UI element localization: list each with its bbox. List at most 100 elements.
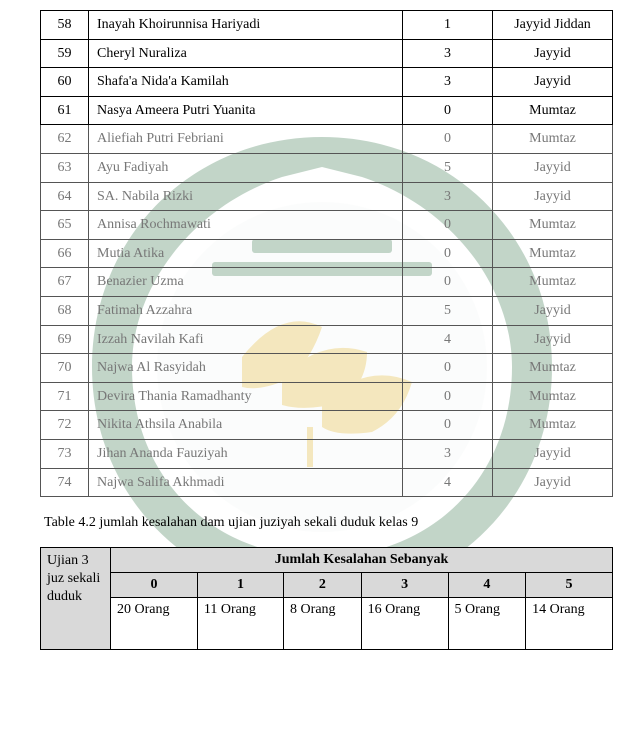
- summary-table: Ujian 3 juz sekali duduk Jumlah Kesalaha…: [40, 547, 613, 650]
- student-name: Inayah Khoirunnisa Hariyadi: [89, 11, 403, 40]
- row-number: 65: [41, 211, 89, 240]
- grade-cell: Mumtaz: [493, 211, 613, 240]
- row-number: 58: [41, 11, 89, 40]
- row-number: 72: [41, 411, 89, 440]
- students-table: 58Inayah Khoirunnisa Hariyadi1Jayyid Jid…: [40, 10, 613, 497]
- summary-value-cell: 16 Orang: [361, 598, 448, 650]
- table-row: 69Izzah Navilah Kafi4Jayyid: [41, 325, 613, 354]
- row-number: 71: [41, 382, 89, 411]
- table-row: 66Mutia Atika0Mumtaz: [41, 239, 613, 268]
- table-row: 71Devira Thania Ramadhanty0Mumtaz: [41, 382, 613, 411]
- student-name: Najwa Salifa Akhmadi: [89, 468, 403, 497]
- row-number: 64: [41, 182, 89, 211]
- score-cell: 3: [403, 439, 493, 468]
- summary-value-cell: 8 Orang: [284, 598, 362, 650]
- table-row: 65Annisa Rochmawati0Mumtaz: [41, 211, 613, 240]
- grade-cell: Jayyid: [493, 182, 613, 211]
- table-row: 73Jihan Ananda Fauziyah3Jayyid: [41, 439, 613, 468]
- row-number: 67: [41, 268, 89, 297]
- summary-col-header: 2: [284, 573, 362, 598]
- row-number: 74: [41, 468, 89, 497]
- row-number: 68: [41, 296, 89, 325]
- table-row: 60Shafa'a Nida'a Kamilah3Jayyid: [41, 68, 613, 97]
- grade-cell: Jayyid: [493, 153, 613, 182]
- score-cell: 4: [403, 325, 493, 354]
- table-row: 74Najwa Salifa Akhmadi4Jayyid: [41, 468, 613, 497]
- grade-cell: Mumtaz: [493, 411, 613, 440]
- score-cell: 0: [403, 239, 493, 268]
- table-row: 64SA. Nabila Rizki3Jayyid: [41, 182, 613, 211]
- summary-col-header: 1: [197, 573, 283, 598]
- summary-value-cell: 5 Orang: [448, 598, 526, 650]
- table-row: 67Benazier Uzma0Mumtaz: [41, 268, 613, 297]
- student-name: Izzah Navilah Kafi: [89, 325, 403, 354]
- summary-col-header: 5: [526, 573, 613, 598]
- table-row: 58Inayah Khoirunnisa Hariyadi1Jayyid Jid…: [41, 11, 613, 40]
- table-caption: Table 4.2 jumlah kesalahan dam ujian juz…: [40, 515, 613, 531]
- summary-value-cell: 20 Orang: [111, 598, 198, 650]
- score-cell: 0: [403, 96, 493, 125]
- summary-value-cell: 11 Orang: [197, 598, 283, 650]
- score-cell: 0: [403, 211, 493, 240]
- row-number: 61: [41, 96, 89, 125]
- grade-cell: Jayyid: [493, 68, 613, 97]
- table-row: 63Ayu Fadiyah5Jayyid: [41, 153, 613, 182]
- summary-col-header: 4: [448, 573, 526, 598]
- table-row: 62Aliefiah Putri Febriani0Mumtaz: [41, 125, 613, 154]
- table-row: 70Najwa Al Rasyidah0Mumtaz: [41, 354, 613, 383]
- score-cell: 0: [403, 354, 493, 383]
- grade-cell: Jayyid: [493, 439, 613, 468]
- student-name: Nasya Ameera Putri Yuanita: [89, 96, 403, 125]
- grade-cell: Jayyid: [493, 39, 613, 68]
- row-number: 63: [41, 153, 89, 182]
- grade-cell: Mumtaz: [493, 268, 613, 297]
- grade-cell: Jayyid: [493, 468, 613, 497]
- grade-cell: Jayyid: [493, 296, 613, 325]
- student-name: Najwa Al Rasyidah: [89, 354, 403, 383]
- summary-col-header: 0: [111, 573, 198, 598]
- row-number: 66: [41, 239, 89, 268]
- grade-cell: Mumtaz: [493, 354, 613, 383]
- summary-header-title: Jumlah Kesalahan Sebanyak: [111, 548, 613, 573]
- student-name: Benazier Uzma: [89, 268, 403, 297]
- student-name: Devira Thania Ramadhanty: [89, 382, 403, 411]
- score-cell: 0: [403, 382, 493, 411]
- row-number: 62: [41, 125, 89, 154]
- grade-cell: Jayyid Jiddan: [493, 11, 613, 40]
- student-name: Shafa'a Nida'a Kamilah: [89, 68, 403, 97]
- student-name: Ayu Fadiyah: [89, 153, 403, 182]
- score-cell: 5: [403, 296, 493, 325]
- student-name: Jihan Ananda Fauziyah: [89, 439, 403, 468]
- score-cell: 4: [403, 468, 493, 497]
- student-name: Nikita Athsila Anabila: [89, 411, 403, 440]
- student-name: Fatimah Azzahra: [89, 296, 403, 325]
- score-cell: 3: [403, 182, 493, 211]
- table-row: 72Nikita Athsila Anabila0Mumtaz: [41, 411, 613, 440]
- score-cell: 5: [403, 153, 493, 182]
- score-cell: 1: [403, 11, 493, 40]
- score-cell: 3: [403, 39, 493, 68]
- table-row: 59Cheryl Nuraliza3Jayyid: [41, 39, 613, 68]
- student-name: Mutia Atika: [89, 239, 403, 268]
- grade-cell: Mumtaz: [493, 96, 613, 125]
- student-name: Annisa Rochmawati: [89, 211, 403, 240]
- score-cell: 0: [403, 268, 493, 297]
- grade-cell: Mumtaz: [493, 239, 613, 268]
- score-cell: 0: [403, 411, 493, 440]
- page-content: 58Inayah Khoirunnisa Hariyadi1Jayyid Jid…: [0, 0, 643, 650]
- student-name: SA. Nabila Rizki: [89, 182, 403, 211]
- student-name: Cheryl Nuraliza: [89, 39, 403, 68]
- score-cell: 3: [403, 68, 493, 97]
- table-row: 68Fatimah Azzahra5Jayyid: [41, 296, 613, 325]
- row-number: 73: [41, 439, 89, 468]
- grade-cell: Mumtaz: [493, 382, 613, 411]
- student-name: Aliefiah Putri Febriani: [89, 125, 403, 154]
- row-number: 69: [41, 325, 89, 354]
- score-cell: 0: [403, 125, 493, 154]
- table-row: 61Nasya Ameera Putri Yuanita0Mumtaz: [41, 96, 613, 125]
- row-number: 70: [41, 354, 89, 383]
- summary-value-cell: 14 Orang: [526, 598, 613, 650]
- grade-cell: Jayyid: [493, 325, 613, 354]
- grade-cell: Mumtaz: [493, 125, 613, 154]
- summary-col-header: 3: [361, 573, 448, 598]
